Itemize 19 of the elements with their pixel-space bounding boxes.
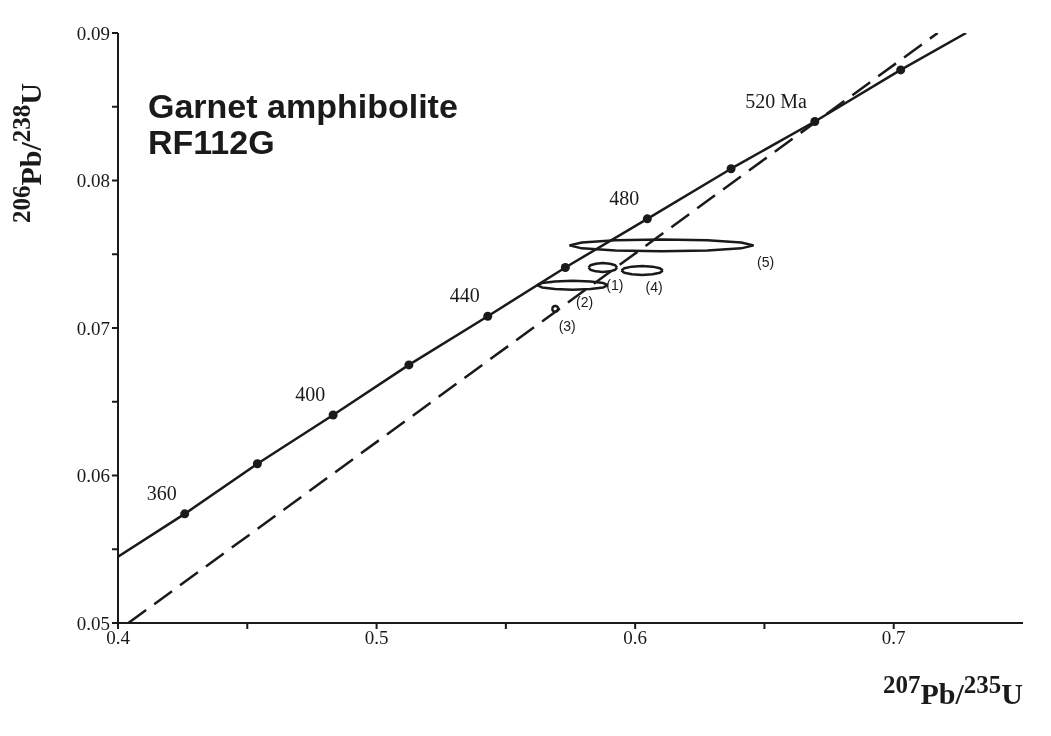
y-tick-label: 0.06 [76,465,110,487]
annotation: 440 [449,284,480,307]
annotation: 360 [146,481,177,504]
annotation: (1) [606,276,624,293]
y-tick-label: 0.08 [76,170,110,192]
annotation: 520 Ma [745,89,807,112]
text: Garnet amphibolite RF112G [148,87,459,161]
annotation: (4) [645,279,663,296]
annotation: (2) [576,294,594,311]
y-tick-label: 0.07 [76,317,110,339]
annotation: (5) [757,254,775,271]
annotation: (3) [558,317,576,334]
annotation: 480 [609,186,640,209]
annotation: 400 [295,383,326,406]
x-tick-label: 0.7 [881,627,906,649]
x-tick-label: 0.5 [364,627,389,649]
x-axis-title: $^{207}$Pb/$^{235}$U [882,671,1023,711]
x-tick-label: 0.6 [623,627,648,649]
y-tick-label: 0.09 [76,22,110,44]
